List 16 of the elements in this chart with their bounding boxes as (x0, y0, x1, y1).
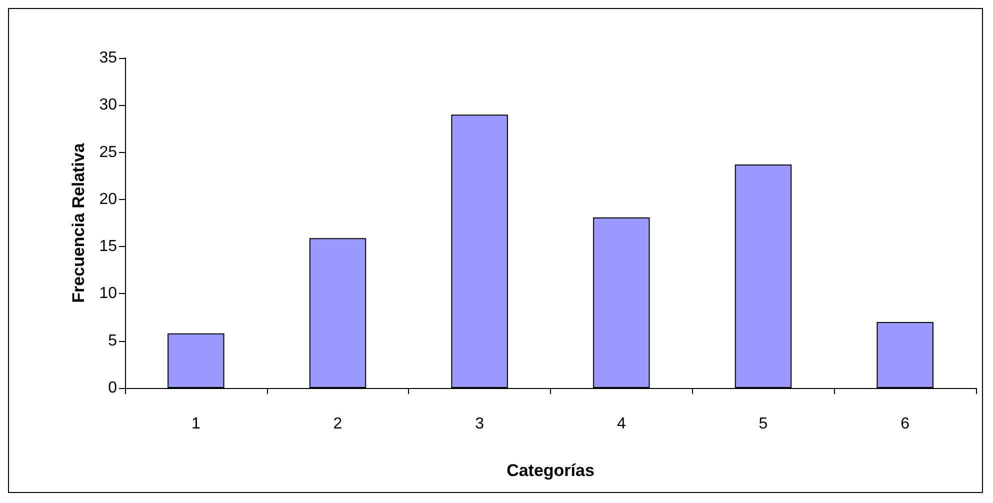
y-tick-label: 5 (108, 332, 118, 350)
x-tick-label: 2 (333, 416, 342, 432)
x-tick-label: 1 (191, 416, 200, 432)
y-tick-label: 10 (99, 285, 118, 302)
y-axis-title: Frecuencia Relativa (69, 142, 88, 303)
x-axis-title: Categorías (506, 461, 594, 480)
x-tick-label: 3 (475, 416, 484, 432)
y-tick-label: 25 (99, 144, 118, 161)
x-tick-label: 6 (900, 416, 910, 432)
x-tick-label: 5 (758, 416, 768, 432)
x-tick-label: 4 (616, 416, 626, 432)
y-tick-label: 15 (99, 238, 118, 256)
y-tick-label: 0 (108, 380, 118, 396)
y-tick-label: 35 (99, 50, 118, 66)
y-tick-label: 30 (99, 96, 118, 114)
y-tick-label: 20 (99, 190, 118, 208)
